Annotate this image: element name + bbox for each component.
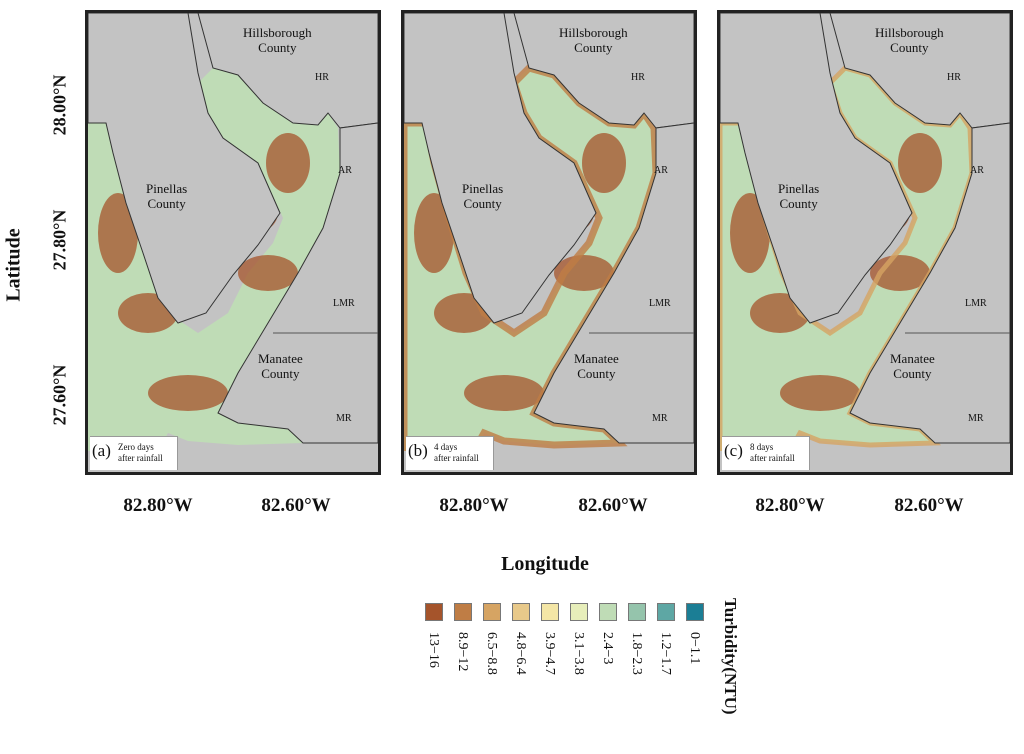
legend-swatch	[599, 603, 617, 621]
legend-label: 8.9−12	[455, 632, 470, 672]
panel-letter: (b)	[408, 441, 428, 460]
panel-caption: 8 days after rainfall	[750, 442, 795, 463]
lon-tick-b-82-60: 82.60°W	[578, 495, 648, 516]
place-label-manatee: Manatee County	[890, 351, 935, 381]
place-label-pinellas: Pinellas County	[778, 181, 820, 211]
legend-label: 3.1−3.8	[571, 632, 586, 675]
pinellas-land	[404, 13, 597, 324]
panel-tag: (a) Zero days after rainfall	[90, 436, 178, 470]
legend-label: 1.2−1.7	[658, 632, 673, 675]
legend-title: Turbidity(NTU)	[721, 598, 740, 715]
panel-letter: (a)	[92, 441, 111, 460]
place-label-lmr: LMR	[965, 298, 987, 309]
place-label-hillsborough: Hillsborough County	[875, 25, 944, 55]
turbidity-patch	[98, 193, 138, 273]
manatee-land	[533, 122, 694, 444]
turbidity-patch	[780, 375, 860, 411]
legend-swatch	[454, 603, 472, 621]
lat-tick-27-80: 27.80°N	[49, 209, 70, 271]
lon-tick-a-82-60: 82.60°W	[261, 495, 331, 516]
turbidity-patch	[238, 255, 298, 291]
hillsborough-land	[404, 13, 694, 129]
legend-swatch	[483, 603, 501, 621]
lon-tick-b-82-80: 82.80°W	[439, 495, 509, 516]
legend-swatch	[686, 603, 704, 621]
place-label-hillsborough: Hillsborough County	[243, 25, 312, 55]
place-label-hr: HR	[631, 72, 645, 83]
place-label-hr: HR	[947, 72, 961, 83]
bay-map-a	[88, 13, 378, 472]
turbidity-patch	[414, 193, 454, 273]
turbidity-patch	[464, 375, 544, 411]
place-label-manatee: Manatee County	[258, 351, 303, 381]
turbidity-patch	[898, 133, 942, 193]
place-label-mr: MR	[968, 413, 984, 424]
legend-label: 2.4−3	[600, 632, 615, 665]
manatee-land	[217, 122, 378, 444]
lat-tick-28-00: 28.00°N	[49, 74, 70, 136]
place-label-pinellas: Pinellas County	[146, 181, 188, 211]
panel-tag: (b) 4 days after rainfall	[406, 436, 494, 470]
map-panel-b: Hillsborough County Pinellas County Manate…	[401, 10, 697, 475]
legend-label: 3.9−4.7	[542, 632, 557, 675]
place-label-ar: AR	[654, 165, 668, 176]
bay-map-b	[404, 13, 694, 472]
x-axis-label: Longitude	[501, 553, 589, 575]
legend-label: 6.5−8.8	[484, 632, 499, 675]
manatee-land	[849, 122, 1010, 444]
place-label-pinellas: Pinellas County	[462, 181, 504, 211]
place-label-ar: AR	[970, 165, 984, 176]
panel-caption: 4 days after rainfall	[434, 442, 479, 463]
place-label-mr: MR	[652, 413, 668, 424]
lat-tick-27-60: 27.60°N	[49, 364, 70, 426]
lon-tick-c-82-60: 82.60°W	[894, 495, 964, 516]
legend-label: 13−16	[426, 632, 441, 668]
turbidity-patch	[148, 375, 228, 411]
turbidity-patch	[266, 133, 310, 193]
legend-label: 1.8−2.3	[629, 632, 644, 675]
place-label-hr: HR	[315, 72, 329, 83]
place-label-manatee: Manatee County	[574, 351, 619, 381]
map-panel-c: Hillsborough County Pinellas County Manate…	[717, 10, 1013, 475]
turbidity-patch	[730, 193, 770, 273]
pinellas-land	[720, 13, 913, 324]
legend-swatch	[570, 603, 588, 621]
y-axis-label: Latitude	[2, 228, 25, 302]
panel-tag: (c) 8 days after rainfall	[722, 436, 810, 470]
lon-tick-a-82-80: 82.80°W	[123, 495, 193, 516]
legend-swatch	[512, 603, 530, 621]
place-label-ar: AR	[338, 165, 352, 176]
place-label-hillsborough: Hillsborough County	[559, 25, 628, 55]
panel-letter: (c)	[724, 441, 743, 460]
legend-swatch	[657, 603, 675, 621]
hillsborough-land	[720, 13, 1010, 129]
bay-map-c	[720, 13, 1010, 472]
lon-tick-c-82-80: 82.80°W	[755, 495, 825, 516]
place-label-lmr: LMR	[649, 298, 671, 309]
legend-label: 4.8−6.4	[513, 632, 528, 675]
turbidity-patch	[582, 133, 626, 193]
hillsborough-land	[88, 13, 378, 129]
map-panel-a: Hillsborough County Pinellas County Manate…	[85, 10, 381, 475]
legend-swatch	[541, 603, 559, 621]
legend-swatch	[628, 603, 646, 621]
place-label-mr: MR	[336, 413, 352, 424]
pinellas-land	[88, 13, 281, 324]
legend-swatch	[425, 603, 443, 621]
panel-caption: Zero days after rainfall	[118, 442, 163, 463]
place-label-lmr: LMR	[333, 298, 355, 309]
legend-label: 0−1.1	[687, 632, 702, 665]
